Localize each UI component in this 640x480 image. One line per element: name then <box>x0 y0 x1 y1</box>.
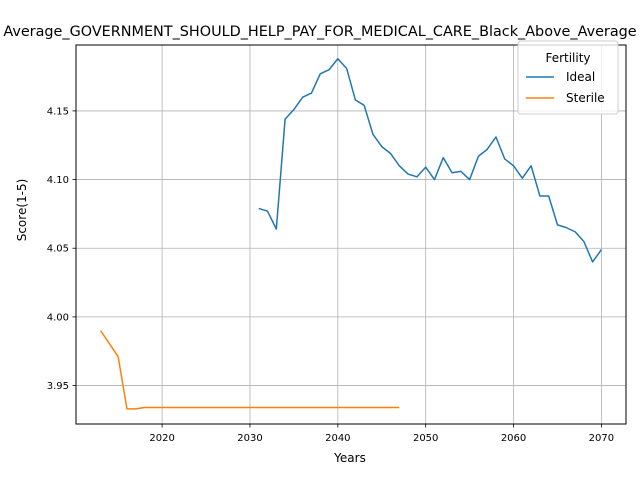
x-axis-ticks: 2020 2030 2040 2050 2060 2070 <box>149 424 614 444</box>
legend: Fertility Ideal Sterile <box>517 40 619 115</box>
x-tick-label: 2020 <box>149 433 174 444</box>
series-line-sterile <box>99 330 400 410</box>
x-tick-label: 2030 <box>237 433 262 444</box>
x-tick-label: 2040 <box>325 433 350 444</box>
x-tick-label: 2070 <box>589 433 614 444</box>
y-tick-label: 4.05 <box>47 244 69 255</box>
y-tick-label: 3.95 <box>47 381 69 392</box>
legend-title: Fertility <box>545 51 590 65</box>
x-tick-label: 2050 <box>413 433 438 444</box>
legend-box <box>517 40 619 115</box>
x-axis-label: Years <box>333 451 366 465</box>
y-tick-label: 4.15 <box>47 106 69 117</box>
legend-label-sterile: Sterile <box>566 91 605 105</box>
series-line-ideal <box>258 57 603 263</box>
legend-label-ideal: Ideal <box>566 70 595 84</box>
plot-frame <box>75 44 627 425</box>
y-tick-label: 4.00 <box>47 312 69 323</box>
chart-title: Average_GOVERNMENT_SHOULD_HELP_PAY_FOR_M… <box>3 24 636 40</box>
y-tick-label: 4.10 <box>47 175 69 186</box>
series-lines <box>99 57 603 410</box>
x-tick-label: 2060 <box>501 433 526 444</box>
y-axis-label: Score(1-5) <box>15 179 29 242</box>
y-axis-ticks: 3.95 4.00 4.05 4.10 4.15 <box>47 106 76 392</box>
